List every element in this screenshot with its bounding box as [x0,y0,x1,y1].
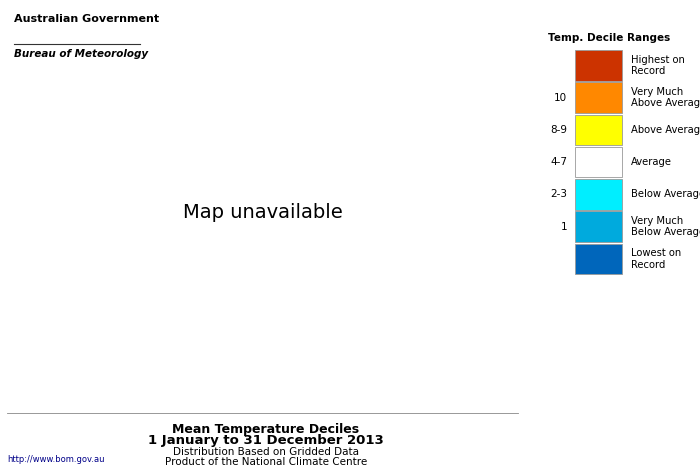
Text: 10: 10 [554,92,567,103]
Text: Highest on
Record: Highest on Record [631,55,685,76]
Text: 1 January to 31 December 2013: 1 January to 31 December 2013 [148,434,384,447]
Bar [575,83,622,113]
Text: Very Much
Below Average: Very Much Below Average [631,216,700,237]
Text: 2-3: 2-3 [550,189,567,199]
Text: Temp. Decile Ranges: Temp. Decile Ranges [548,33,670,42]
Text: Distribution Based on Gridded Data: Distribution Based on Gridded Data [173,447,359,457]
Text: Above Average: Above Average [631,125,700,135]
Text: Australian Government: Australian Government [14,14,159,24]
Text: Map unavailable: Map unavailable [183,203,342,222]
Text: Lowest on
Record: Lowest on Record [631,248,681,269]
Text: http://www.bom.gov.au: http://www.bom.gov.au [7,455,104,464]
Bar [575,179,622,210]
Text: 1: 1 [561,221,567,232]
Bar [575,244,622,274]
Text: Average: Average [631,157,672,167]
Bar [575,50,622,81]
Text: 4-7: 4-7 [550,157,567,167]
Text: Mean Temperature Deciles: Mean Temperature Deciles [172,423,360,436]
Text: Below Average: Below Average [631,189,700,199]
Text: Product of the National Climate Centre: Product of the National Climate Centre [165,457,367,467]
Text: 8-9: 8-9 [550,125,567,135]
Bar [575,211,622,242]
Text: Bureau of Meteorology: Bureau of Meteorology [14,49,148,59]
Bar [575,147,622,177]
Bar [575,115,622,145]
Text: Very Much
Above Average: Very Much Above Average [631,87,700,108]
